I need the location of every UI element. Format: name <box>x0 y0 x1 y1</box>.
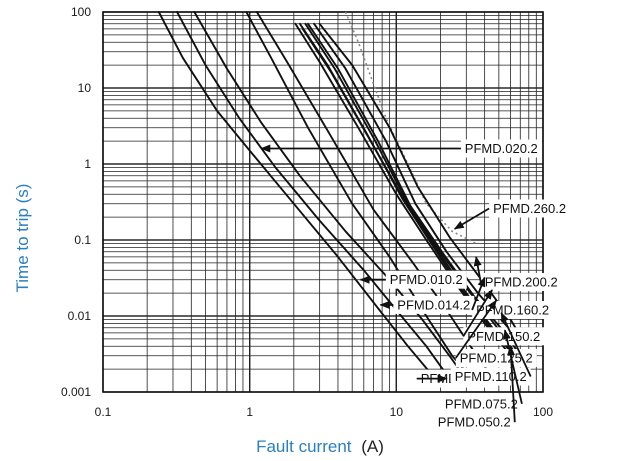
y-tick-label: 10 <box>78 81 92 95</box>
y-tick-label: 1 <box>84 157 91 171</box>
tick-labels: 0.1 1 10 100 0.001 0.01 0.1 1 10 100 <box>61 5 553 419</box>
series-curve-pfmd-014-2 <box>176 11 451 380</box>
annotation-label: PFMD.160.2 <box>476 303 549 318</box>
y-tick-label: 0.001 <box>61 385 91 399</box>
annotation-label-bg <box>433 413 515 432</box>
annotation-label-bg <box>393 295 475 314</box>
annotation-pfmd-050-2: PFMD.050.2 <box>433 345 516 432</box>
annotation-arrow <box>455 299 497 359</box>
y-tick-label: 0.01 <box>68 309 92 323</box>
annotation-label: PFMD.010.2 <box>390 272 463 287</box>
x-axis-label: Fault current (A) <box>256 437 384 456</box>
annotation-label-bg <box>385 270 467 289</box>
annotation-arrow <box>473 255 482 283</box>
annotation-label-bg <box>450 367 531 386</box>
annotation-label-bg <box>440 394 522 413</box>
annotation-arrow <box>453 207 490 230</box>
annotation-label-bg <box>480 273 562 291</box>
x-tick-label: 100 <box>533 405 553 419</box>
x-axis-label-unit: (A) <box>361 437 384 456</box>
x-tick-label: 0.1 <box>95 405 112 419</box>
annotation-pfmd-010-2: PFMD.010.2 <box>359 270 467 289</box>
dotted-envelope-line <box>344 11 477 245</box>
x-tick-label: 1 <box>246 405 253 419</box>
annotation-label: PFMD.075.2 <box>445 396 518 411</box>
annotation-arrow <box>507 345 516 423</box>
annotation-pfmd-075-2: PFMD.075.2 <box>440 329 523 413</box>
annotation-label: PFMD.020.2 <box>465 141 538 156</box>
annotation-pfmd-110-2: PFMD.110.2 <box>450 311 532 386</box>
annotation-arrow <box>503 329 523 405</box>
annotation-label: PFMD.050.2 <box>438 415 511 430</box>
x-axis-label-main: Fault current <box>256 437 352 456</box>
series-curve-pfmd-160-2 <box>307 22 522 357</box>
annotation-pfmd-014-2: PFMD.014.2 <box>379 295 475 314</box>
annotation-label: PFMD.200.2 <box>485 275 558 290</box>
dotted-envelope <box>344 11 477 245</box>
y-tick-label: 0.1 <box>74 233 91 247</box>
annotation-label-bg <box>489 199 571 218</box>
annotation-pfmd-260-2: PFMD.260.2 <box>453 199 571 230</box>
series-curve-pfmd-150-2 <box>304 22 522 362</box>
x-tick-label: 10 <box>390 405 404 419</box>
curve-annotations: PFMD.020.2PFMD.010.2PFMD.014.2PFMD.030.2… <box>260 139 571 432</box>
series-curve-pfmd-125-2 <box>301 27 522 365</box>
annotation-label-bg <box>455 349 537 367</box>
annotation-arrow <box>462 289 493 337</box>
annotation-pfmd-020-2: PFMD.020.2 <box>260 139 542 158</box>
series-curve-pfmd-030-2 <box>245 11 474 380</box>
y-axis-label: Time to trip (s) <box>13 184 32 293</box>
series-curve-pfmd-020-2 <box>193 11 466 378</box>
annotation-arrow <box>500 311 532 377</box>
y-tick-label: 100 <box>71 5 91 19</box>
annotation-label: PFMD.110.2 <box>455 369 527 384</box>
annotation-label: PFMD.260.2 <box>493 201 566 216</box>
annotation-label: PFMD.014.2 <box>397 297 470 312</box>
annotation-label-bg <box>460 139 542 158</box>
annotation-label: PFMD.150.2 <box>467 329 540 344</box>
annotation-pfmd-200-2: PFMD.200.2 <box>473 255 562 291</box>
annotation-arrow <box>471 276 486 311</box>
series-curve-pfmd-010-2 <box>157 11 432 374</box>
